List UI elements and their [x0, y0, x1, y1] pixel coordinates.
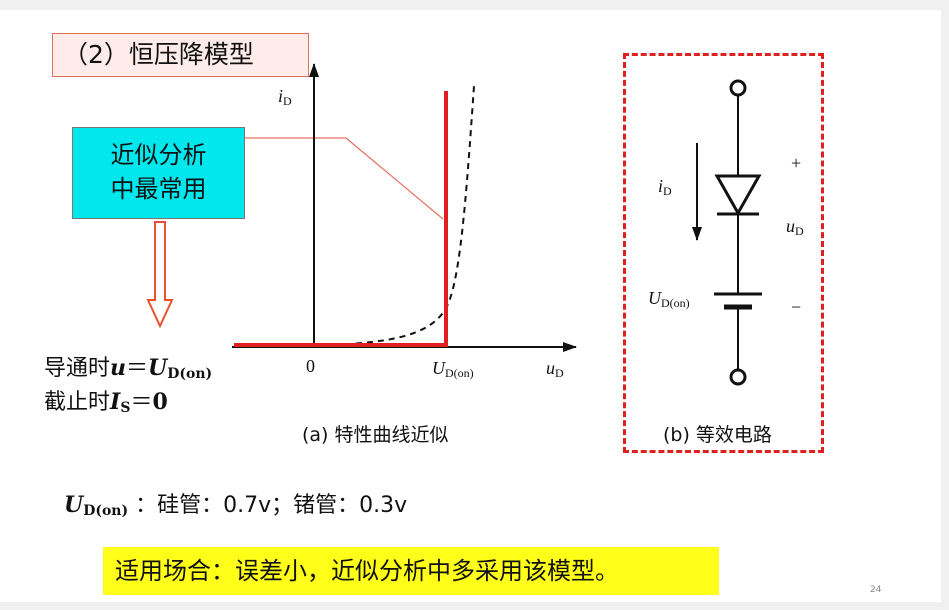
diode-symbol	[714, 174, 762, 217]
page-number: 24	[870, 585, 882, 595]
real-characteristic-curve	[333, 85, 475, 346]
var-u: u	[110, 355, 127, 381]
graph-caption: (a) 特性曲线近似	[302, 424, 449, 446]
equivalent-circuit-box	[623, 53, 824, 453]
callout-line-2: 中最常用	[110, 175, 207, 203]
state-off-text: 截止时IS＝0	[44, 384, 168, 416]
x-axis-sub: D	[555, 366, 564, 380]
state-off-eq: ＝	[130, 390, 153, 415]
callout-leader-line	[245, 137, 444, 220]
highlight-note: 适用场合：误差小，近似分析中多采用该模型。	[103, 547, 719, 595]
window-frame-bottom	[0, 602, 949, 610]
threshold-label: UD(on)	[432, 358, 474, 381]
plus-sign: +	[791, 153, 802, 173]
approximation-curve	[234, 91, 448, 347]
x-axis-label: uD	[546, 358, 564, 381]
threshold-var: U	[432, 358, 445, 378]
slide-title: （2）恒压降模型	[52, 33, 309, 77]
current-label: iD	[658, 176, 672, 199]
current-var: i	[658, 176, 664, 196]
source-sub: D(on)	[661, 296, 690, 310]
note-var: U	[64, 492, 84, 518]
origin-label: 0	[306, 356, 315, 376]
state-on-text: 导通时u＝UD(on)	[44, 350, 212, 382]
var-U-sub: D(on)	[167, 366, 213, 382]
y-axis-label: iD	[278, 86, 292, 109]
state-on-eq: ＝	[126, 356, 149, 381]
voltage-sub: D	[795, 224, 804, 238]
window-frame-right	[941, 0, 949, 610]
note-text: ：硅管：0.7v；锗管：0.3v	[128, 493, 408, 518]
current-sub: D	[663, 184, 672, 198]
note-sub: D(on)	[83, 503, 129, 519]
state-on-prefix: 导通时	[44, 356, 111, 381]
threshold-sub: D(on)	[445, 366, 474, 380]
state-off-prefix: 截止时	[44, 390, 111, 415]
state-off-value: 0	[152, 389, 168, 415]
voltage-var: u	[786, 216, 795, 236]
callout-box: 近似分析 中最常用	[72, 127, 245, 219]
voltage-label: uD	[786, 216, 804, 239]
minus-sign: −	[791, 297, 802, 317]
y-axis-sub: D	[283, 94, 292, 108]
callout-line-1: 近似分析	[110, 141, 207, 169]
source-var: U	[648, 288, 661, 308]
hollow-down-arrow	[146, 221, 174, 329]
var-I-sub: S	[120, 400, 131, 416]
y-axis-var: i	[278, 86, 284, 106]
var-I: I	[110, 389, 121, 415]
circuit-caption: (b) 等效电路	[663, 424, 772, 446]
window-frame-top	[0, 0, 949, 10]
bottom-terminal	[729, 368, 747, 386]
voltage-note: UD(on) ：硅管：0.7v；锗管：0.3v	[64, 487, 407, 519]
source-label: UD(on)	[648, 288, 690, 311]
x-axis-var: u	[546, 358, 555, 378]
var-U: U	[148, 355, 168, 381]
